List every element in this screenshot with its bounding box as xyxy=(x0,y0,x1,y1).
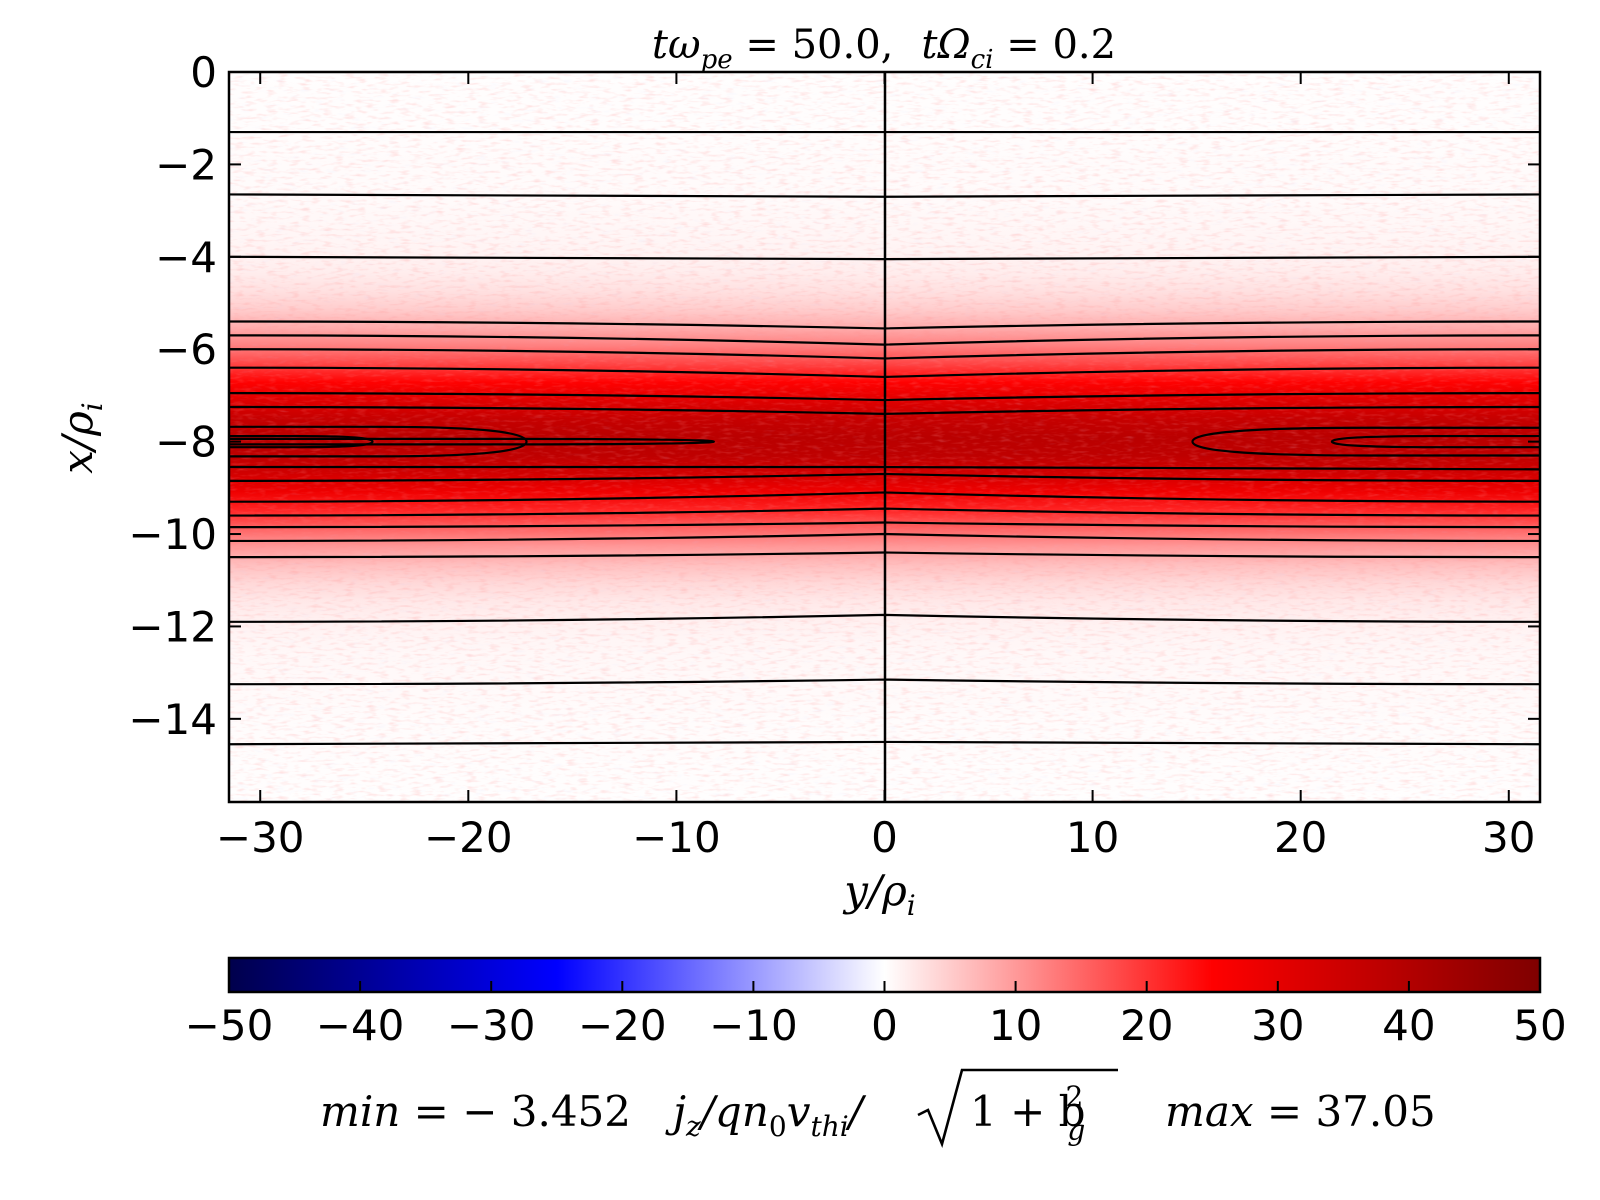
y-tick-label: −12 xyxy=(128,602,217,651)
colorbar-tick-label: 50 xyxy=(1513,1001,1566,1050)
y-tick-label: −4 xyxy=(155,233,217,282)
y-tick-label: 0 xyxy=(190,48,217,97)
x-tick-label: 0 xyxy=(871,813,898,862)
min-value: = − 3.452 xyxy=(400,1087,631,1136)
y-tick-label: −6 xyxy=(155,325,217,374)
min-label: min xyxy=(320,1087,400,1136)
y-axis-label: x/ρi xyxy=(53,402,109,474)
colorbar-tick-label: 20 xyxy=(1120,1001,1173,1050)
colorbar-tick-label: 30 xyxy=(1251,1001,1304,1050)
x-tick-label: 10 xyxy=(1066,813,1119,862)
contour-island xyxy=(229,425,528,458)
max-caption: max = 37.05 xyxy=(1165,1087,1436,1136)
x-axis: −30 −20 −10 0 10 20 30 xyxy=(216,72,1536,862)
contour-island xyxy=(229,437,715,446)
max-value: = 37.05 xyxy=(1254,1087,1436,1136)
y-tick-label: −2 xyxy=(155,140,217,189)
x-tick-label: 30 xyxy=(1482,813,1535,862)
y-tick-label: −10 xyxy=(128,510,217,559)
x-tick-label: 20 xyxy=(1274,813,1327,862)
contour-island xyxy=(1330,434,1540,449)
y-tick-label: −8 xyxy=(155,418,217,467)
colorbar-tick-label: −30 xyxy=(447,1001,536,1050)
colorbar-caption: min = − 3.452 jz/qn0vthi/ xyxy=(320,1087,867,1143)
sqrt-sign xyxy=(917,1068,1118,1149)
x-tick-label: −10 xyxy=(632,813,721,862)
x-axis-label: y/ρi xyxy=(842,866,916,922)
x-tick-label: −30 xyxy=(216,813,305,862)
colorbar-tick-label: 10 xyxy=(989,1001,1042,1050)
colorbar-tick-label: 0 xyxy=(871,1001,898,1050)
colorbar-tick-label: 40 xyxy=(1382,1001,1435,1050)
sqrt-group: 1 + b2 g xyxy=(917,1068,1118,1149)
colorbar-tick-label: −40 xyxy=(316,1001,405,1050)
contour-island xyxy=(1191,426,1540,457)
y-axis: 0 −2 −4 −6 −8 −10 −12 −14 xyxy=(128,48,1540,744)
max-label: max xyxy=(1165,1087,1254,1136)
colorbar-tick-label: −50 xyxy=(185,1001,274,1050)
colorbar-tick-label: −10 xyxy=(709,1001,798,1050)
contour-island xyxy=(229,434,374,449)
y-tick-label: −14 xyxy=(128,695,217,744)
chart-title: tωpe = 50.0, tΩci = 0.2 xyxy=(652,22,1116,75)
colorbar-ticks: −50 −40 −30 −20 −10 0 10 20 30 40 50 xyxy=(185,981,1567,1050)
colorbar-tick-label: −20 xyxy=(578,1001,667,1050)
plot-area xyxy=(229,72,1540,802)
sqrt-inner: 1 + b2 g xyxy=(970,1080,1086,1147)
x-tick-label: −20 xyxy=(424,813,513,862)
